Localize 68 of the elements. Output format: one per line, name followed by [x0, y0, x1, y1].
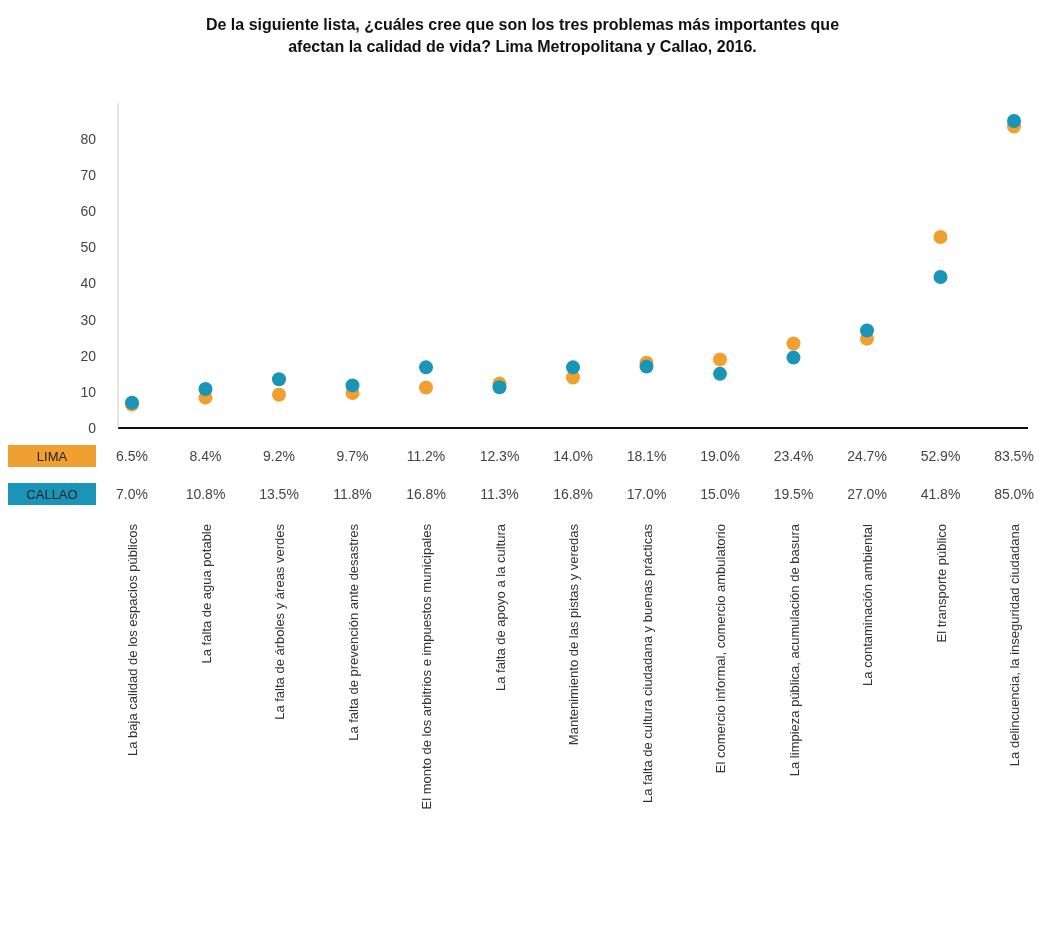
- point: [198, 382, 213, 396]
- chart-title: De la siguiente lista, ¿cuáles cree que son los tres problemas más importantes que afectan la calidad de vida? Lima Metropolitana y Callao, 2016.: [205, 16, 840, 55]
- data-label: 83.5%: [994, 447, 1034, 464]
- y-tick-label: 60: [80, 203, 97, 220]
- y-tick-label: 70: [80, 167, 97, 184]
- data-label: 15.0%: [700, 485, 740, 502]
- data-label: 16.8%: [553, 485, 593, 502]
- x-tick-label: Mantenimiento de las pistas y veredas: [566, 523, 581, 746]
- point: [860, 323, 874, 338]
- x-tick-label: La baja calidad de los espacios públicos: [125, 523, 140, 756]
- point: [713, 366, 727, 381]
- text: LIMA: [36, 448, 68, 464]
- x-tick-label: La falta de prevención ante desastres: [345, 523, 361, 741]
- data-label: 11.8%: [333, 485, 372, 502]
- x-tick-label: La contaminación ambiental: [860, 523, 875, 686]
- data-label: 11.3%: [480, 485, 519, 502]
- data-label: 13.5%: [259, 485, 299, 502]
- x-tick-label: La delincuencia, la inseguridad ciudadana: [1007, 523, 1022, 767]
- point: [492, 380, 507, 395]
- data-label: 17.0%: [626, 485, 667, 502]
- point: [713, 352, 727, 367]
- point: [933, 229, 948, 244]
- point: [639, 359, 654, 374]
- y-tick-label: 50: [80, 239, 97, 256]
- x-tick-label: La limpieza pública, acumulación de basura: [786, 523, 802, 777]
- data-label: 52.9%: [920, 447, 961, 464]
- data-label: 7.0%: [116, 485, 148, 502]
- data-label: 8.4%: [189, 447, 222, 464]
- point: [345, 378, 360, 393]
- data-label: 19.5%: [773, 485, 814, 502]
- point: [786, 336, 801, 351]
- data-label: 19.0%: [700, 447, 740, 464]
- data-label: 27.0%: [847, 485, 887, 502]
- data-label: 85.0%: [994, 485, 1034, 502]
- y-tick-label: 10: [80, 383, 97, 400]
- data-label: 6.5%: [116, 447, 148, 464]
- y-tick-label: 40: [80, 275, 97, 292]
- data-label: 14.0%: [553, 447, 593, 464]
- point: [419, 360, 433, 375]
- y-tick-label: 20: [80, 347, 97, 364]
- text: CALLAO: [26, 486, 78, 502]
- data-label: 10.8%: [185, 485, 226, 502]
- y-tick-label: 80: [80, 131, 97, 148]
- x-tick-label: El comercio informal, comercio ambulatorio: [713, 524, 728, 774]
- point: [786, 350, 801, 365]
- point: [1007, 114, 1021, 129]
- data-label: 9.7%: [336, 447, 369, 464]
- data-label: 12.3%: [479, 447, 520, 464]
- data-label: 9.2%: [263, 447, 295, 464]
- data-label: 16.8%: [406, 485, 446, 502]
- data-label: 23.4%: [773, 447, 814, 464]
- data-label: 11.2%: [406, 447, 446, 464]
- x-tick-label: La falta de árboles y áreas verdes: [272, 523, 287, 720]
- data-label: 18.1%: [626, 447, 667, 464]
- y-tick-label: 0: [88, 419, 97, 436]
- data-label: 41.8%: [920, 485, 961, 502]
- x-tick-label: El transporte público: [933, 524, 949, 643]
- point: [933, 270, 948, 285]
- x-tick-label: La falta de agua potable: [198, 524, 214, 664]
- x-tick-label: La falta de cultura ciudadana y buenas prácticas: [639, 523, 655, 803]
- y-tick-label: 30: [80, 311, 97, 328]
- point: [272, 372, 286, 387]
- x-tick-label: La falta de apoyo a la cultura: [492, 523, 508, 691]
- data-label: 24.7%: [847, 447, 887, 464]
- point: [566, 360, 580, 375]
- point: [272, 387, 286, 402]
- point: [419, 380, 433, 395]
- x-tick-label: El monto de los arbitrios e impuestos municipales: [419, 523, 434, 810]
